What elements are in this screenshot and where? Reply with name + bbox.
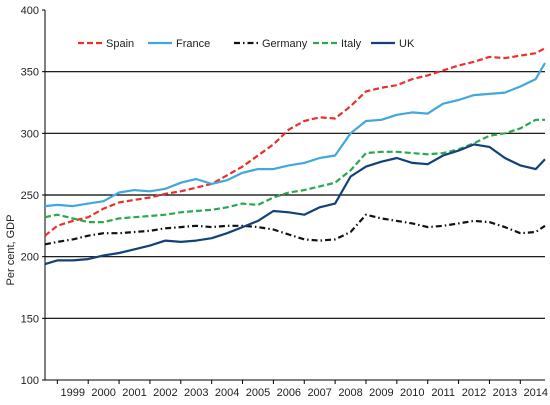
- series-lines: [44, 47, 546, 266]
- x-tick-label: 2007: [307, 387, 331, 399]
- x-tick-label: 2011: [431, 387, 455, 399]
- legend-label-spain: Spain: [106, 38, 134, 50]
- x-tick-label: 2006: [277, 387, 301, 399]
- x-tick-label: 1999: [61, 387, 85, 399]
- x-axis: 1999 2000 2001 2002 2003 2004 2005 2006 2007 2008…: [45, 379, 548, 399]
- x-tick-label: 2012: [462, 387, 486, 399]
- series-line-france: [44, 62, 546, 208]
- x-tick-label: 2013: [493, 387, 517, 399]
- x-tick-label: 2009: [369, 387, 393, 399]
- x-tick-label: 2004: [215, 387, 239, 399]
- y-tick-label: 350: [21, 67, 39, 79]
- legend-label-france: France: [176, 38, 210, 50]
- y-axis: 100 150 200 250 300 350 400: [21, 5, 46, 387]
- y-tick-label: 200: [21, 252, 39, 264]
- x-tick-label: 2008: [338, 387, 362, 399]
- x-tick-label: 2005: [246, 387, 270, 399]
- y-axis-label: Per cent, GDP: [5, 215, 17, 286]
- series-line-germany: [44, 213, 546, 246]
- x-tick-label: 2000: [91, 387, 115, 399]
- grid-lines: [45, 71, 545, 319]
- series-line-italy: [44, 118, 545, 224]
- legend-label-uk: UK: [399, 38, 415, 50]
- x-tick-label: 2001: [122, 387, 146, 399]
- x-tick-label: 2002: [153, 387, 177, 399]
- y-tick-label: 100: [21, 375, 39, 387]
- legend-label-italy: Italy: [341, 38, 362, 50]
- y-tick-label: 150: [21, 313, 39, 325]
- legend-label-germany: Germany: [262, 38, 308, 50]
- y-tick-label: 250: [21, 190, 39, 202]
- series-line-uk: [44, 143, 546, 266]
- y-tick-label: 300: [21, 128, 39, 140]
- y-tick-label: 400: [21, 5, 39, 17]
- x-tick-label: 2003: [184, 387, 208, 399]
- x-tick-label: 2010: [400, 387, 424, 399]
- legend: Spain France Germany Italy UK: [78, 38, 415, 50]
- x-tick-label: 2014: [523, 387, 547, 399]
- series-line-spain: [44, 47, 546, 237]
